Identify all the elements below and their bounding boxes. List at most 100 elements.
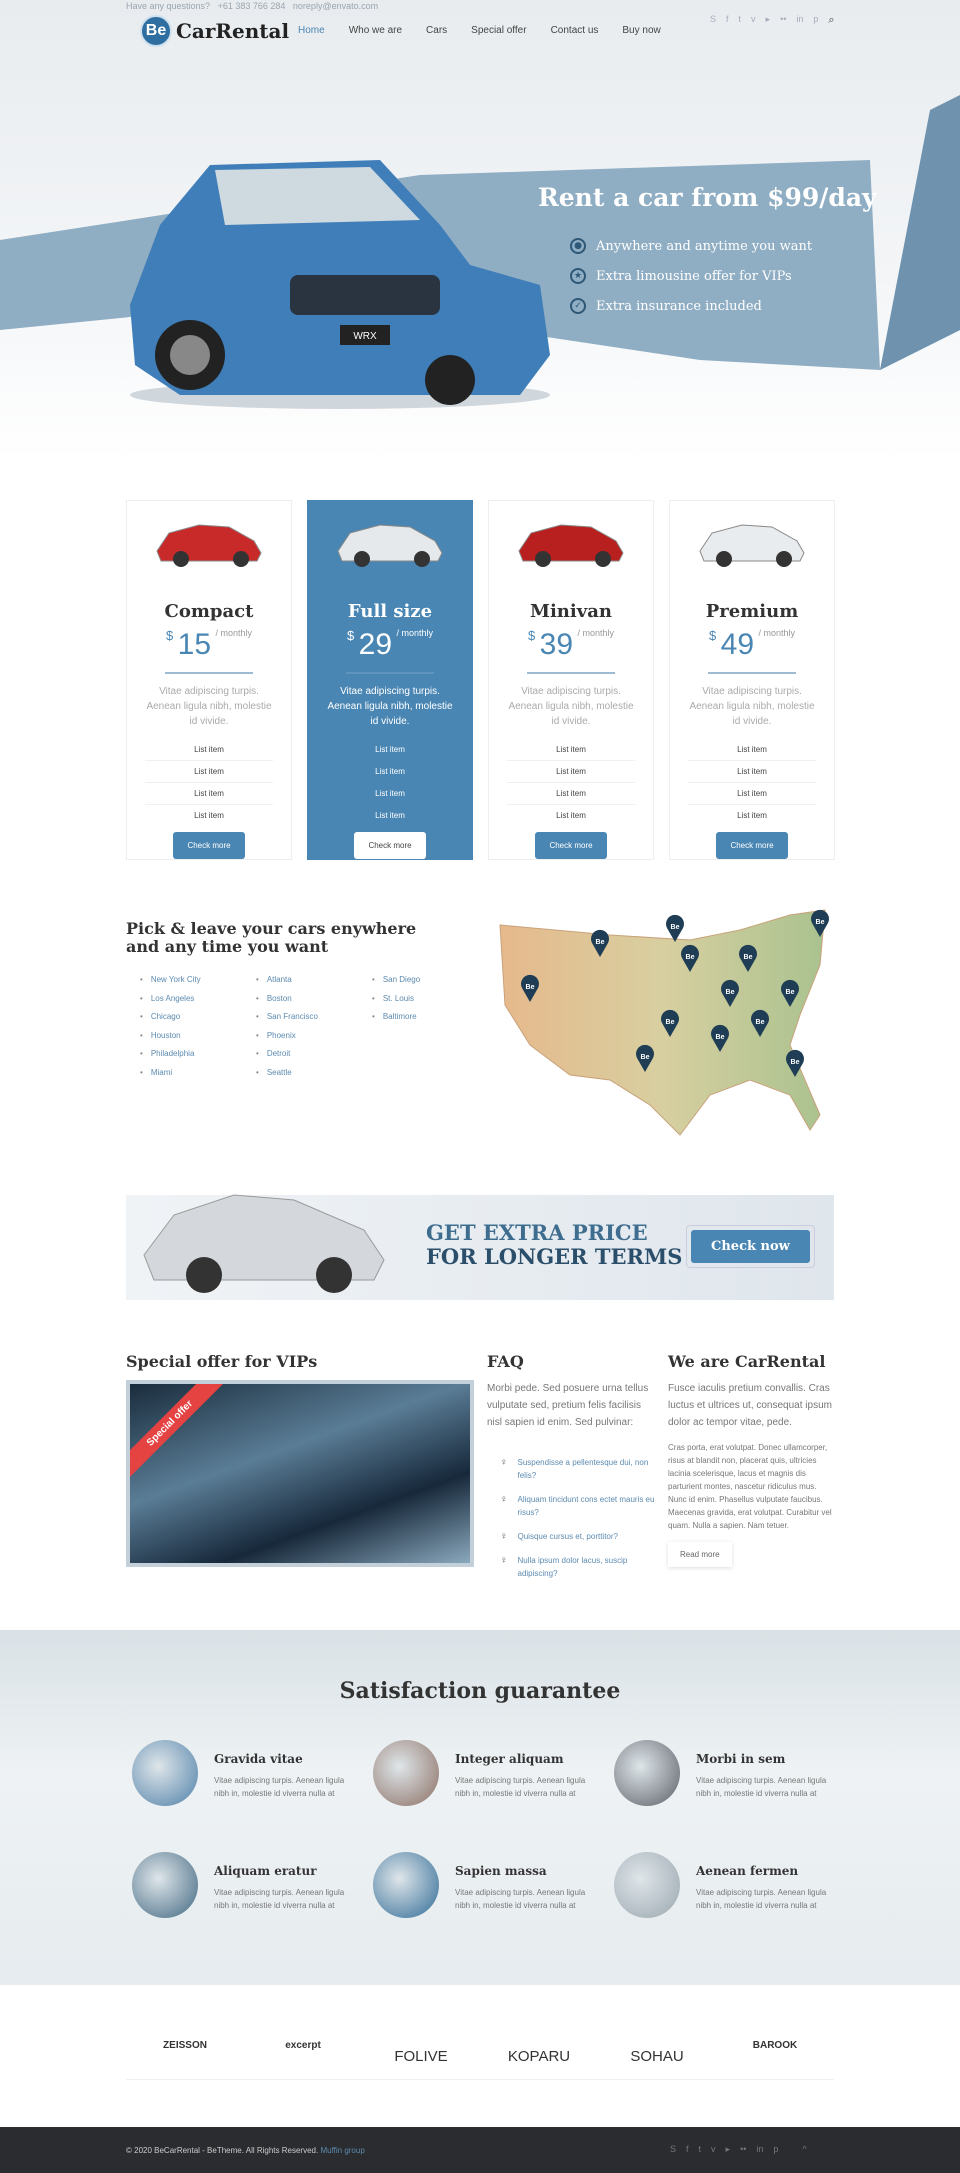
twitter-icon[interactable]: t [698,2144,702,2154]
partner-logo[interactable]: SOHAU [598,2030,716,2080]
map-pin-icon[interactable]: Be [811,909,829,937]
car-image [489,501,653,581]
pinterest-icon[interactable]: p [773,2144,779,2154]
faq-item[interactable]: ♀ Aliquam tincidunt cons ectet mauris eu … [500,1493,660,1519]
nav-buy-now[interactable]: Buy now [622,25,661,36]
map-pin-icon[interactable]: Be [739,944,757,972]
divider [165,672,253,674]
plan-list-item: List item [688,761,816,783]
facebook-icon[interactable]: f [686,2144,689,2154]
nav-special-offer[interactable]: Special offer [471,25,527,36]
list-item-text: List item [375,789,405,798]
price-period: / monthly [396,628,434,638]
muffin-group-link[interactable]: Muffin group [320,2146,365,2155]
feature-title: Aenean fermen [696,1864,799,1878]
city-link[interactable]: Baltimore [372,1012,488,1021]
map-pin-icon[interactable]: Be [781,979,799,1007]
price-period: / monthly [577,628,615,638]
vimeo-icon[interactable]: v [751,14,756,24]
top-email[interactable]: noreply@envato.com [292,1,379,11]
list-item-text: List item [194,767,224,776]
car-image [308,501,472,581]
feature-text: Vitae adipiscing turpis. Aenean ligula n… [214,1776,345,1798]
facebook-icon[interactable]: f [726,14,729,24]
map-pin-icon[interactable]: Be [661,1009,679,1037]
plan-list-item: List item [507,739,635,761]
map-pin-icon[interactable]: Be [591,929,609,957]
faq-question: Nulla ipsum dolor lacus, suscip adipisci… [517,1556,628,1578]
back-to-top-icon[interactable]: ^ [802,2144,807,2154]
check-more-button[interactable]: Check more [535,832,607,859]
city-link[interactable]: Houston [140,1031,256,1040]
nav-contact-us[interactable]: Contact us [550,25,599,36]
city-link[interactable]: San Francisco [256,1012,372,1021]
map-pin-icon[interactable]: Be [711,1024,729,1052]
divider [527,672,615,674]
check-more-button[interactable]: Check more [716,832,788,859]
logo[interactable]: Be CarRental [140,15,289,47]
partner-logo[interactable]: KOPARU [480,2030,598,2080]
partner-logo[interactable]: ZEISSON [126,2030,244,2080]
plan-price: $ 49 / monthly [670,628,834,662]
map-pin-icon[interactable]: Be [521,974,539,1002]
linkedin-icon[interactable]: in [756,2144,764,2154]
nav-cars[interactable]: Cars [426,25,448,36]
map-pin-icon[interactable]: Be [751,1009,769,1037]
nav-who-we-are[interactable]: Who we are [348,25,403,36]
partner-logo[interactable]: FOLIVE [362,2030,480,2080]
read-more-button[interactable]: Read more [668,1542,732,1567]
city-link[interactable]: Phoenix [256,1031,372,1040]
skype-icon[interactable]: S [670,2144,677,2154]
hero-headline: Rent a car from $99/day [538,183,877,212]
city-link[interactable]: San Diego [372,975,488,984]
skype-icon[interactable]: S [710,14,717,24]
nav-home[interactable]: Home [298,25,325,36]
city-link[interactable]: St. Louis [372,994,488,1003]
hero-car-image: WRX [130,160,550,409]
feature-text: Vitae adipiscing turpis. Aenean ligula n… [696,1776,827,1798]
about-column: Fusce iaculis pretium convallis. Cras lu… [668,1380,834,1567]
svg-text:Be: Be [666,1019,675,1026]
map-pin-icon[interactable]: Be [721,979,739,1007]
city-link[interactable]: Atlanta [256,975,372,984]
faq-item[interactable]: ♀ Nulla ipsum dolor lacus, suscip adipisc… [500,1554,660,1580]
faq-item[interactable]: ♀ Suspendisse a pellentesque dui, non fel… [500,1456,660,1482]
check-now-label: Check now [691,1230,810,1263]
check-more-button[interactable]: Check more [173,832,245,859]
check-more-button[interactable]: Check more [354,832,426,859]
twitter-icon[interactable]: t [738,14,742,24]
banner-text: GET EXTRA PRICE FOR LONGER TERMS [426,1221,682,1269]
city-link[interactable]: Philadelphia [140,1049,256,1058]
city-link[interactable]: Chicago [140,1012,256,1021]
map-pin-icon[interactable]: Be [666,914,684,942]
map-pin-icon[interactable]: Be [636,1044,654,1072]
faq-intro: Morbi pede. Sed posuere urna tellus vulp… [487,1383,649,1428]
flickr-icon[interactable]: •• [740,2144,747,2154]
youtube-icon[interactable]: ▸ [725,2144,731,2154]
city-link[interactable]: Miami [140,1068,256,1077]
satisfaction-title: Satisfaction guarantee [339,1678,621,1704]
flickr-icon[interactable]: •• [780,14,787,24]
city-link[interactable]: Seattle [256,1068,372,1077]
search-icon[interactable]: ⌕ [828,14,835,26]
linkedin-icon[interactable]: in [796,14,804,24]
vip-limousine-image[interactable]: Special offer [126,1380,474,1567]
vimeo-icon[interactable]: v [711,2144,716,2154]
partner-logo[interactable]: excerpt [244,2030,362,2080]
list-item-text: List item [737,811,767,820]
lightbulb-icon: ♀ [500,1531,508,1542]
top-phone[interactable]: +61 383 766 284 [217,1,286,11]
city-link[interactable]: Detroit [256,1049,372,1058]
youtube-icon[interactable]: ▸ [765,14,771,24]
city-link[interactable]: Boston [256,994,372,1003]
check-now-button[interactable]: Check now [686,1225,815,1268]
faq-item[interactable]: ♀ Quisque cursus et, porttitor? [500,1530,660,1543]
partner-logo[interactable]: BAROOK [716,2030,834,2080]
plan-list-item: List item [326,761,454,783]
plan-description: Vitae adipiscing turpis. Aenean ligula n… [689,686,815,727]
city-link[interactable]: New York City [140,975,256,984]
map-pin-icon[interactable]: Be [786,1049,804,1077]
pinterest-icon[interactable]: p [813,14,819,24]
city-link[interactable]: Los Angeles [140,994,256,1003]
map-pin-icon[interactable]: Be [681,944,699,972]
